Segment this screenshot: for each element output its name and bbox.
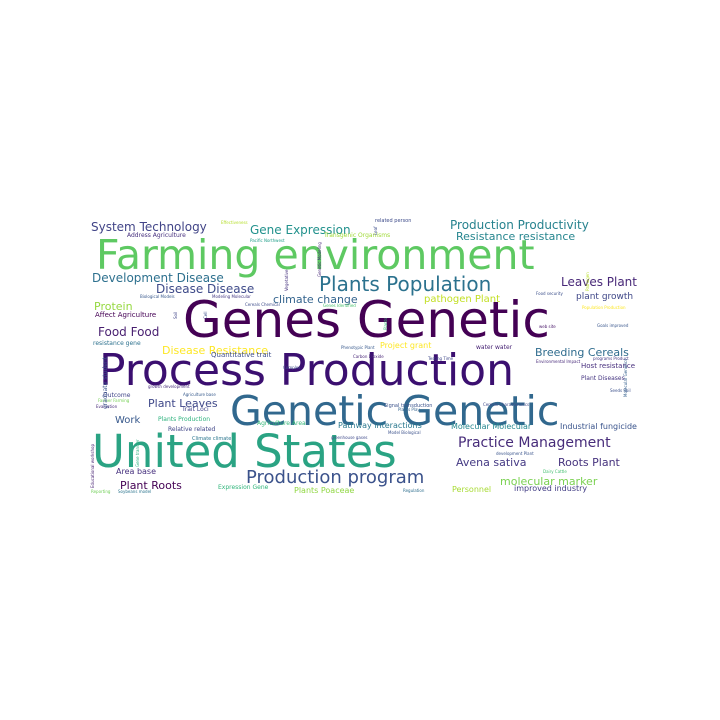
word: Roots Plant — [558, 456, 620, 469]
word: Cereals Characteristics — [483, 402, 530, 407]
word: Development Disease — [92, 271, 224, 285]
word: United States — [92, 425, 397, 478]
word: Agriculture base — [183, 392, 216, 397]
word: Reporting — [91, 489, 111, 494]
word: Plant Roots — [120, 479, 182, 492]
word: Quantitative trait — [211, 351, 272, 359]
word: resistance gene — [93, 340, 141, 347]
word: development Plant — [496, 451, 534, 456]
word: Transgenic Organisms — [324, 232, 391, 239]
word: Cereals Chemical — [245, 302, 280, 307]
word: water water — [476, 344, 513, 351]
word: Relative related — [168, 426, 216, 433]
word: Climate climate — [192, 436, 232, 442]
word: Affect Agriculture — [95, 311, 157, 319]
word: Phenotypic Plant — [341, 345, 375, 350]
word: Host resistance — [581, 362, 636, 370]
word: plant growth — [576, 292, 634, 302]
word: Plant Diseases — [581, 375, 625, 382]
word: Plant Leaves — [148, 397, 218, 410]
word: Food security — [536, 291, 563, 296]
word: Molecular Molecular — [451, 422, 532, 431]
word: Disease Disease — [156, 282, 255, 296]
word: Disease Resistance — [162, 344, 269, 357]
word: Work — [115, 415, 141, 426]
word: web site — [539, 324, 556, 329]
word: Modeling Molecular — [212, 294, 251, 299]
word: Plants Production — [158, 416, 211, 423]
word: Avena sativa — [456, 456, 527, 469]
word: Resistance resistance — [456, 230, 576, 243]
word: Food Food — [98, 325, 160, 339]
word: Personnel — [452, 485, 492, 494]
word: Environmental Impact — [536, 359, 581, 364]
word: Vegetative — [284, 269, 289, 291]
word: Plants Play — [398, 407, 420, 412]
word: Breeding Cereals — [535, 346, 629, 359]
word: Regulation — [403, 488, 425, 493]
word: Educational workshop — [90, 443, 95, 488]
word: related person — [375, 218, 412, 224]
word: Population Production — [582, 305, 626, 310]
word: Genes Genetic — [183, 291, 550, 349]
word: Trait Loci — [182, 406, 209, 413]
word: climate change — [273, 293, 358, 306]
word: Gene Expression — [250, 223, 351, 237]
word: Production Productivity — [450, 218, 589, 232]
word: Process Production — [99, 345, 514, 396]
word: Pathogen — [585, 272, 590, 291]
word: Outcome — [103, 392, 131, 399]
word: Area base — [116, 467, 157, 476]
word: Production program — [246, 467, 425, 488]
word-cloud: Farming environment Genes Genetic Proces… — [88, 213, 650, 496]
word: Farmer Farming — [98, 398, 130, 403]
word: Model Biological — [388, 430, 421, 435]
word: Protein — [94, 300, 133, 313]
word: improved industry — [514, 484, 588, 493]
word: Genetic Genetic — [230, 387, 560, 435]
word: Expression Gene — [218, 484, 269, 491]
word: Address Agriculture — [127, 232, 186, 239]
word: Industrial fungicide — [560, 422, 637, 431]
word: Leaves Plant — [561, 275, 637, 289]
word: growth development — [148, 384, 190, 389]
word: Plants — [383, 317, 388, 330]
word: Goals improved — [597, 323, 629, 328]
word: Carbon Dioxide — [353, 354, 384, 359]
word: greenhouse gases — [331, 435, 368, 440]
word: pathogen Plant — [424, 294, 501, 305]
word: graduate student — [102, 356, 109, 409]
word: Gene transfer — [135, 439, 140, 467]
word: Testing Time — [428, 356, 454, 361]
word: Complex — [283, 365, 301, 370]
word: Leaf — [373, 226, 378, 235]
word: Evaluation — [96, 404, 118, 409]
word: Agriculture Area — [257, 420, 306, 427]
word: Biological Models — [140, 294, 175, 299]
word: Pathway interactions — [338, 421, 422, 430]
word: Effectiveness — [221, 220, 248, 225]
word: Dairy Cattle — [543, 469, 567, 474]
word: Project grant — [380, 341, 432, 350]
word: Signal transduction — [384, 403, 433, 409]
word: Genetic Modeling — [317, 242, 322, 277]
word: Plants Population — [319, 272, 492, 296]
word: Cell — [203, 311, 208, 319]
word: Molecular Genetics — [623, 358, 628, 397]
word: Practice Management — [458, 435, 611, 451]
word: Plants Poaceae — [294, 486, 355, 495]
word: Farming environment — [96, 231, 535, 279]
word: molecular marker — [500, 475, 598, 488]
word: Seeds Soil — [610, 388, 631, 393]
word: Soil — [173, 311, 178, 319]
word: Genes Identified — [323, 303, 356, 308]
word: Pacific Northwest — [250, 238, 285, 243]
word: Soybeans model — [118, 489, 152, 494]
word: programs Product — [593, 356, 629, 361]
word: System Technology — [91, 220, 207, 234]
